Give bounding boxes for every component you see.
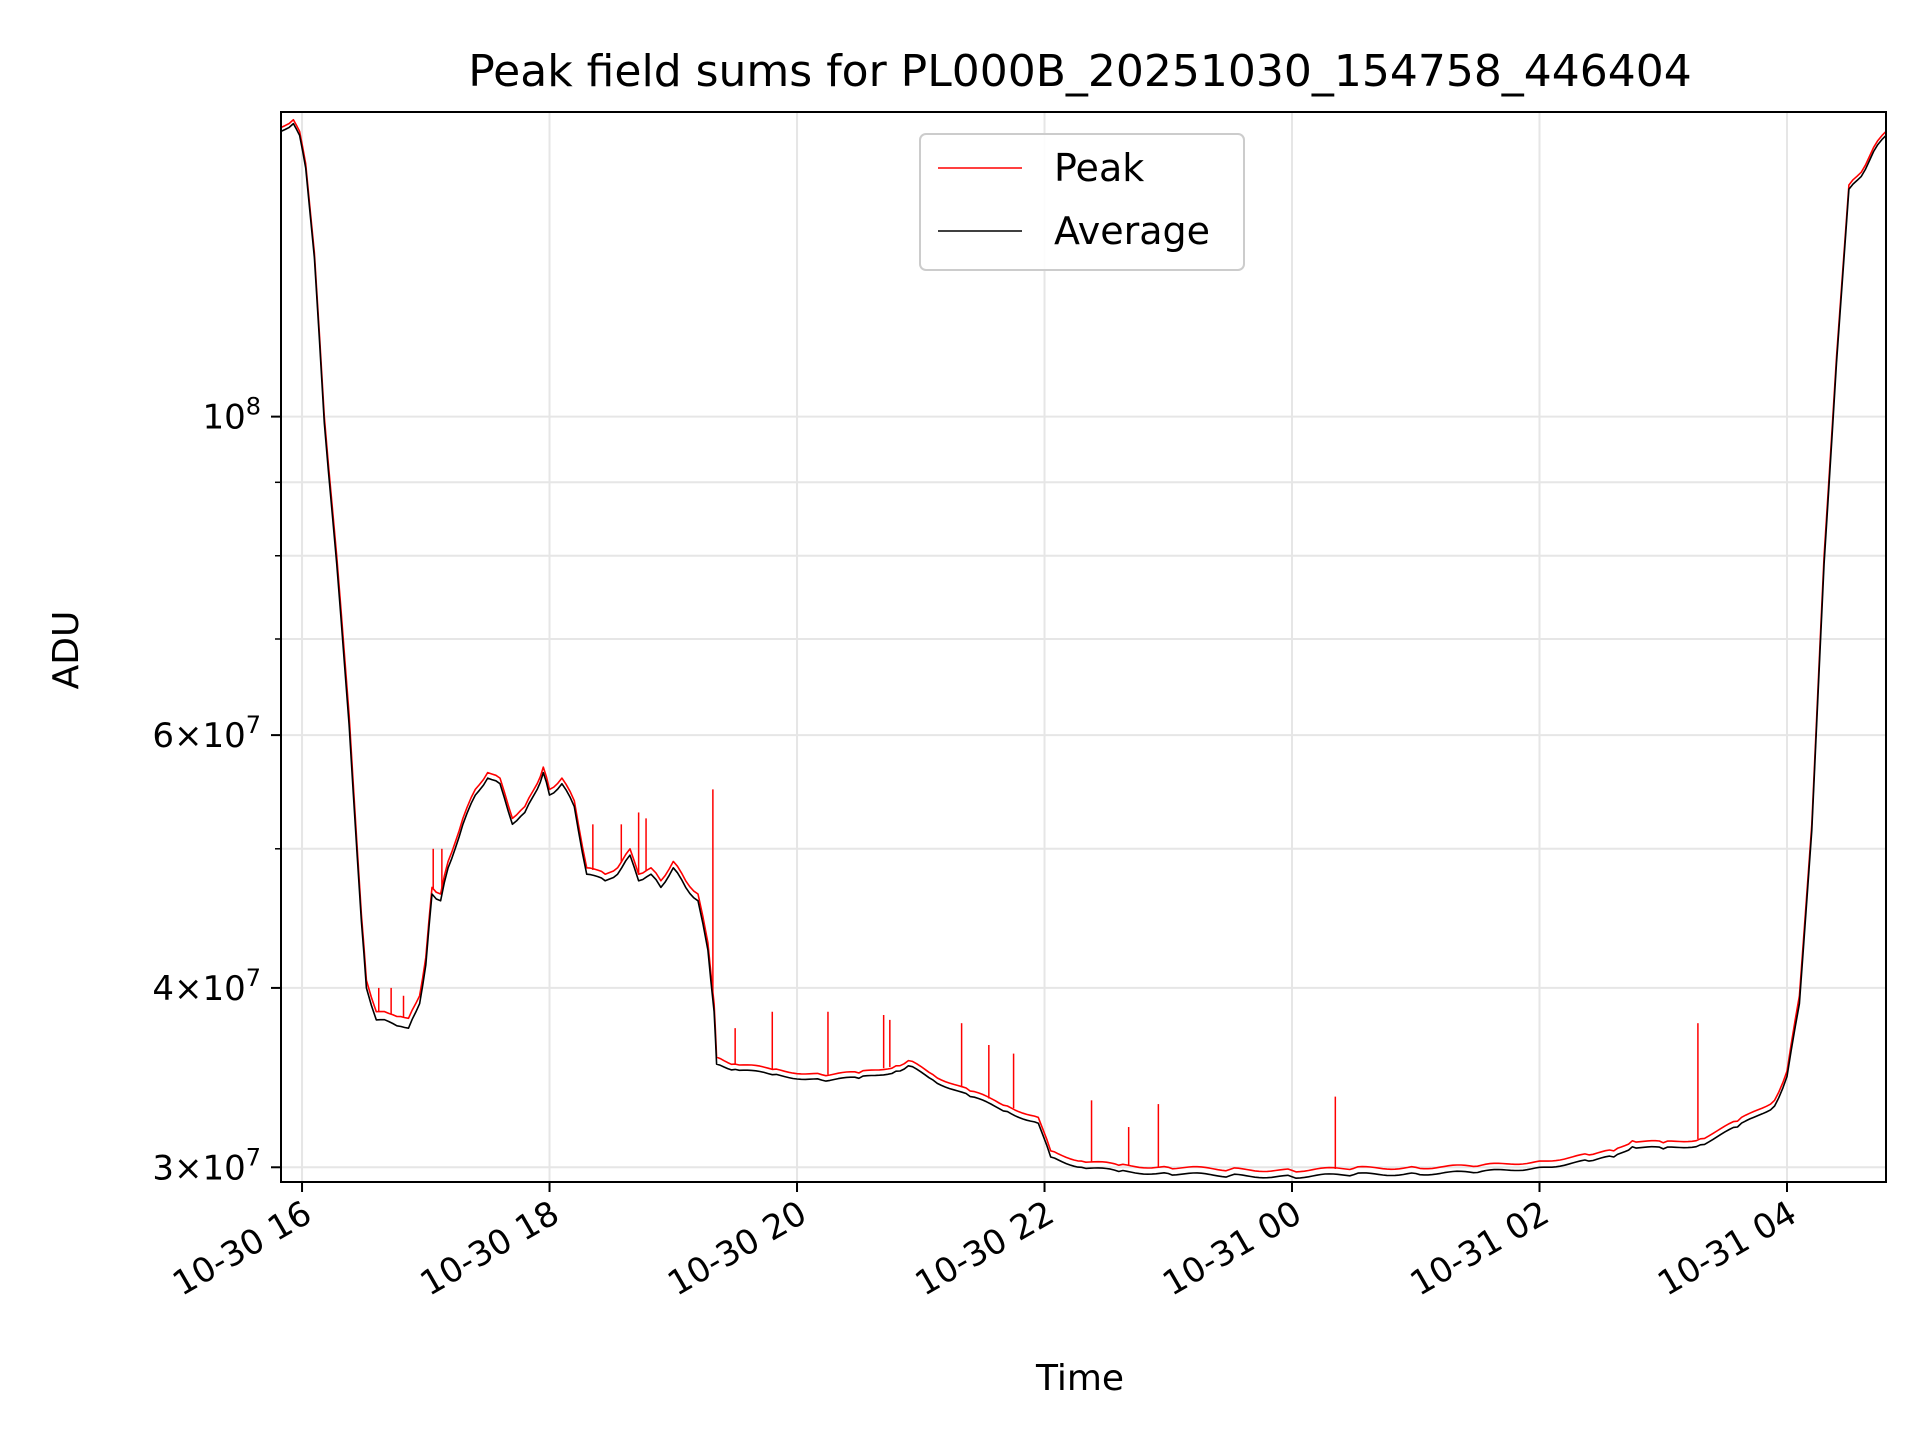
chart-title: Peak field sums for PL000B_20251030_1547… <box>468 46 1692 97</box>
average-series-line <box>280 122 1887 1179</box>
legend: Peak Average <box>919 133 1245 271</box>
peak-series-line <box>280 118 1887 1173</box>
legend-peak-label: Peak <box>1054 146 1144 190</box>
grid-layer <box>281 112 1886 1182</box>
plot-frame <box>280 111 1887 1183</box>
y-tick-label: 3×107 <box>152 1143 261 1188</box>
y-tick-label: 4×107 <box>152 964 261 1009</box>
y-axis-label: ADU <box>46 611 87 690</box>
legend-average-label: Average <box>1054 209 1210 253</box>
y-tick-label: 6×107 <box>152 711 261 756</box>
x-axis-label: Time <box>1035 1358 1124 1399</box>
series-layer <box>280 118 1887 1179</box>
y-tick-label: 108 <box>202 393 261 438</box>
